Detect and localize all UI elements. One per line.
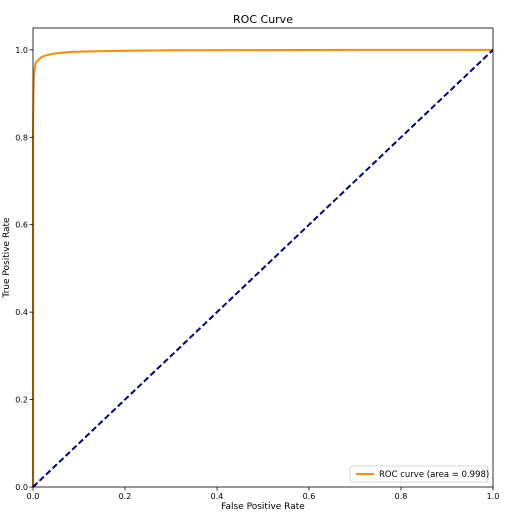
y-tick-label: 1.0 bbox=[15, 46, 28, 55]
y-tick-label: 0.4 bbox=[15, 308, 28, 317]
baseline-diagonal-line bbox=[32, 49, 494, 488]
legend: ROC curve (area = 0.998) bbox=[349, 465, 489, 483]
x-axis: 0.0 0.2 0.4 0.6 0.8 1.0 bbox=[27, 487, 500, 501]
x-tick-label: 0.4 bbox=[211, 492, 224, 501]
y-tick-label: 0.0 bbox=[15, 483, 28, 492]
y-tick-label: 0.8 bbox=[15, 133, 28, 142]
x-axis-label: False Positive Rate bbox=[221, 502, 305, 512]
legend-box bbox=[349, 465, 489, 483]
plot-frame bbox=[32, 27, 494, 488]
x-tick-label: 0.0 bbox=[27, 492, 40, 501]
x-tick-label: 0.6 bbox=[303, 492, 316, 501]
y-axis: 0.0 0.2 0.4 0.6 0.8 1.0 bbox=[15, 46, 33, 492]
roc-curve-line bbox=[32, 48, 493, 487]
x-tick-label: 0.2 bbox=[119, 492, 132, 501]
legend-label-roc: ROC curve (area = 0.998) bbox=[379, 470, 489, 480]
series-layer bbox=[32, 48, 494, 488]
x-tick-label: 1.0 bbox=[487, 492, 500, 501]
y-axis-label: True Positive Rate bbox=[2, 217, 12, 299]
y-tick-label: 0.6 bbox=[15, 221, 28, 230]
chart-title: ROC Curve bbox=[233, 13, 293, 26]
x-tick-label: 0.8 bbox=[395, 492, 408, 501]
y-tick-label: 0.2 bbox=[15, 396, 28, 405]
